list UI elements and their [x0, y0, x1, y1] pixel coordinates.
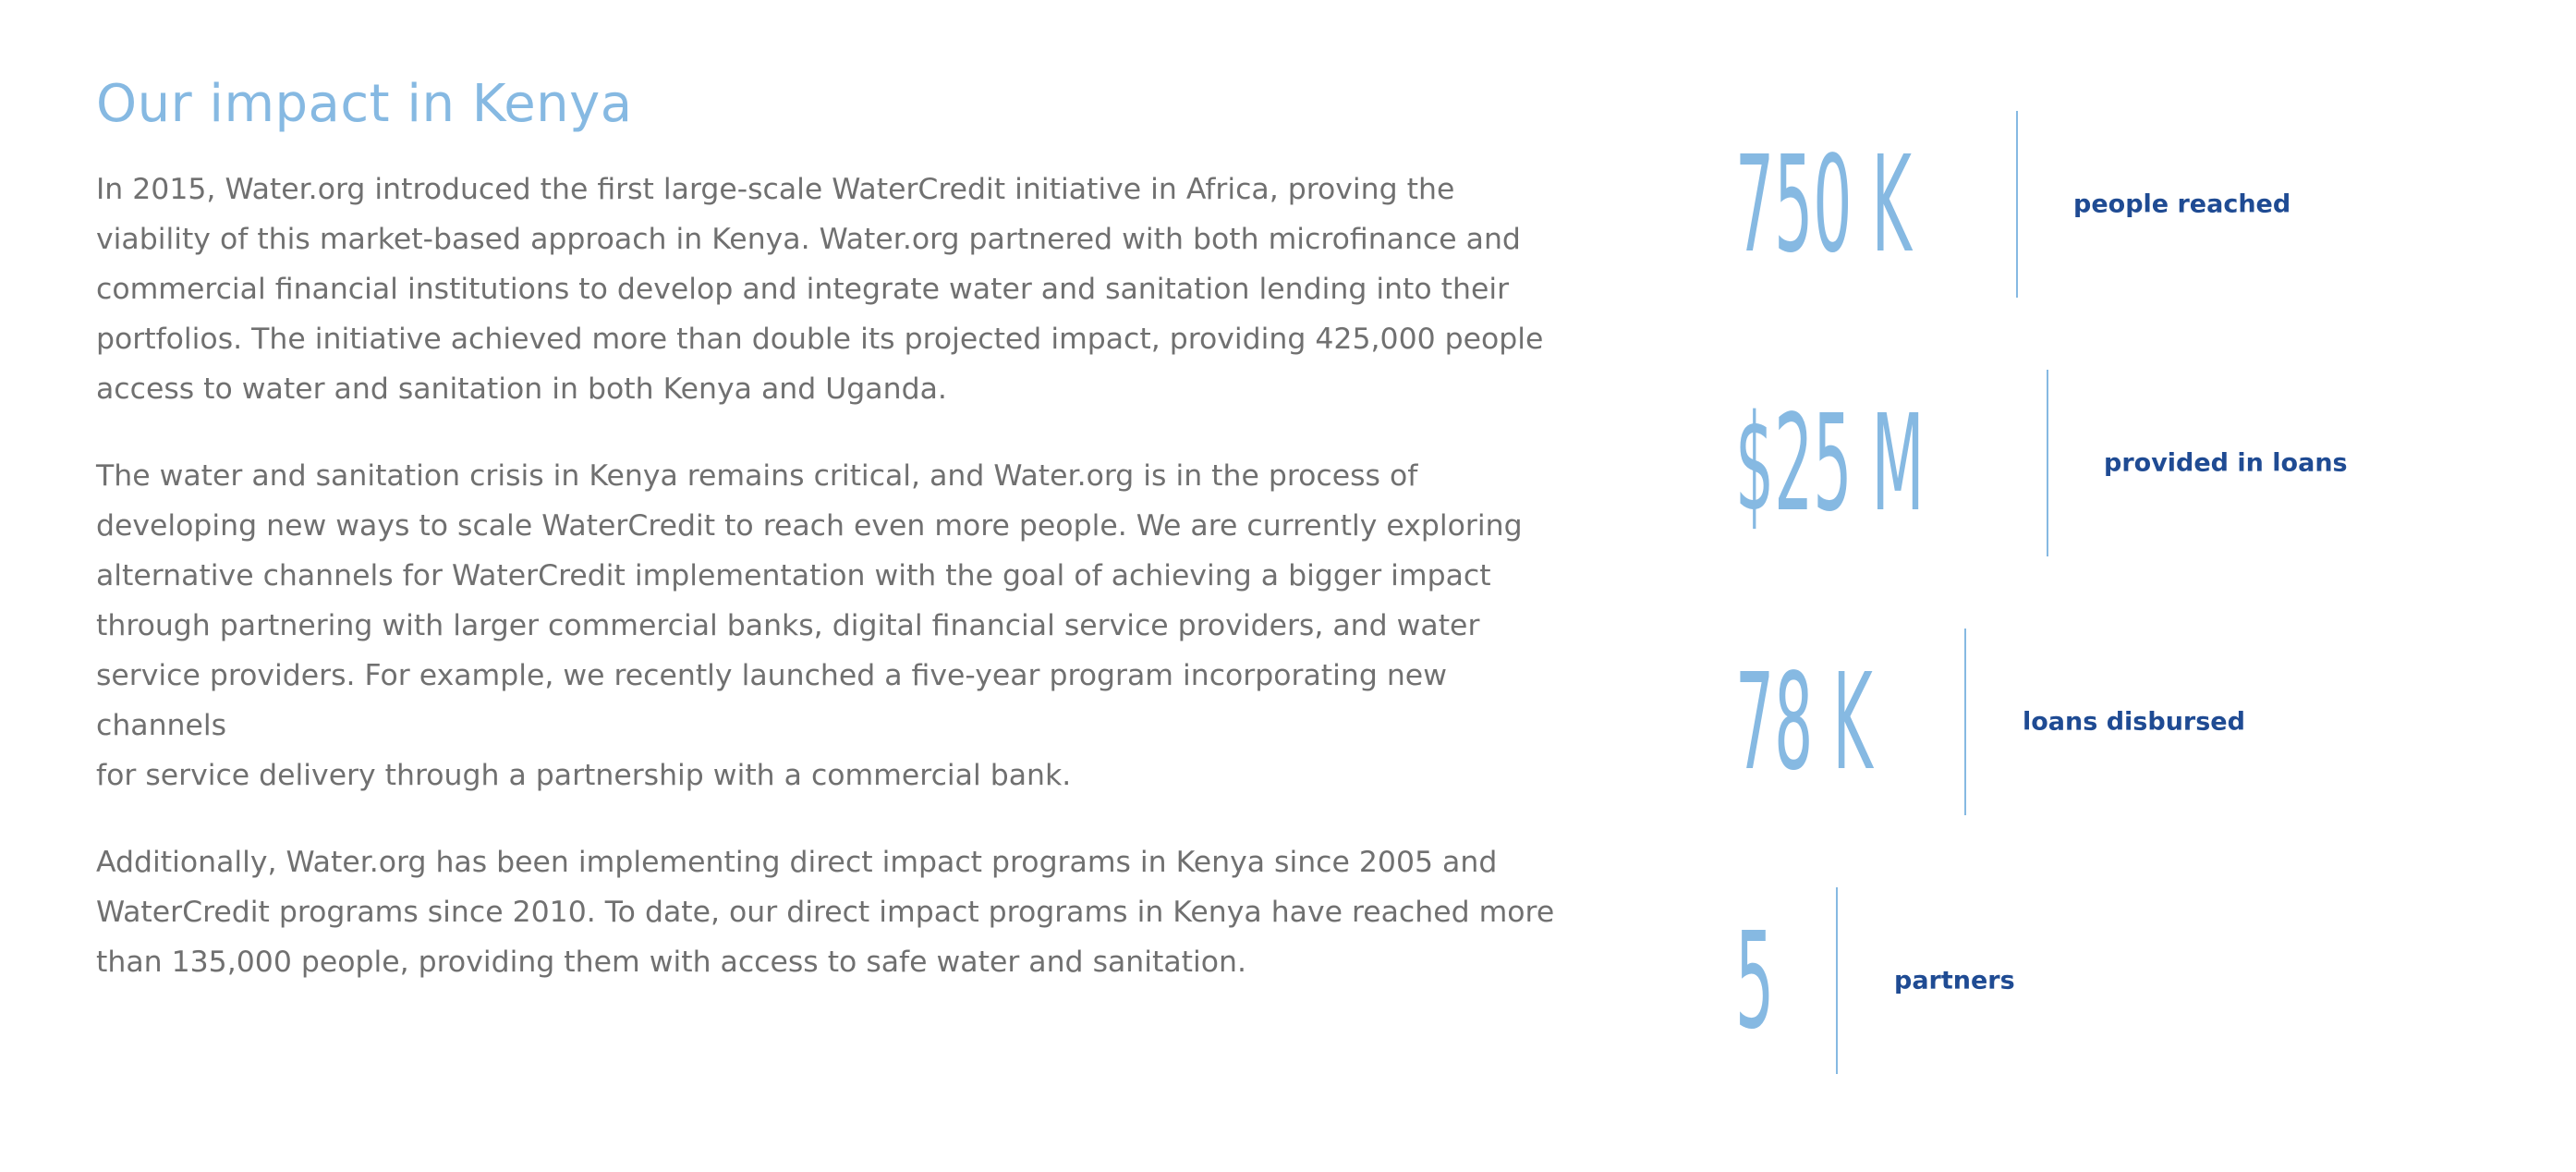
page-title: Our impact in Kenya	[96, 74, 633, 134]
stat-number: 78 K	[1735, 644, 1873, 800]
stat-label: loans disbursed	[2023, 707, 2245, 737]
impact-text-column: Our impact in Kenya In 2015, Water.org i…	[96, 72, 1574, 987]
stat-divider	[2047, 370, 2048, 556]
direct-impact-paragraph: Additionally, Water.org has been impleme…	[96, 846, 1555, 979]
stat-label: provided in loans	[2104, 448, 2348, 478]
stat-label: people reached	[2073, 189, 2291, 219]
stat-label: partners	[1894, 966, 2015, 995]
intro-paragraph: In 2015, Water.org introduced the first …	[96, 173, 1544, 406]
stat-divider	[1964, 629, 1966, 815]
stat-provided-in-loans: $25 M provided in loans	[1735, 370, 2348, 556]
stat-people-reached: 750 K people reached	[1735, 111, 2290, 298]
stat-divider	[2016, 111, 2018, 298]
stat-number: 5	[1735, 903, 1775, 1058]
stat-loans-disbursed: 78 K loans disbursed	[1735, 629, 2245, 815]
crisis-paragraph: The water and sanitation crisis in Kenya…	[96, 459, 1523, 792]
stat-partners: 5 partners	[1735, 887, 2015, 1074]
stat-number: $25 M	[1735, 385, 1925, 541]
stat-divider	[1836, 887, 1838, 1074]
stat-number: 750 K	[1735, 127, 1912, 282]
